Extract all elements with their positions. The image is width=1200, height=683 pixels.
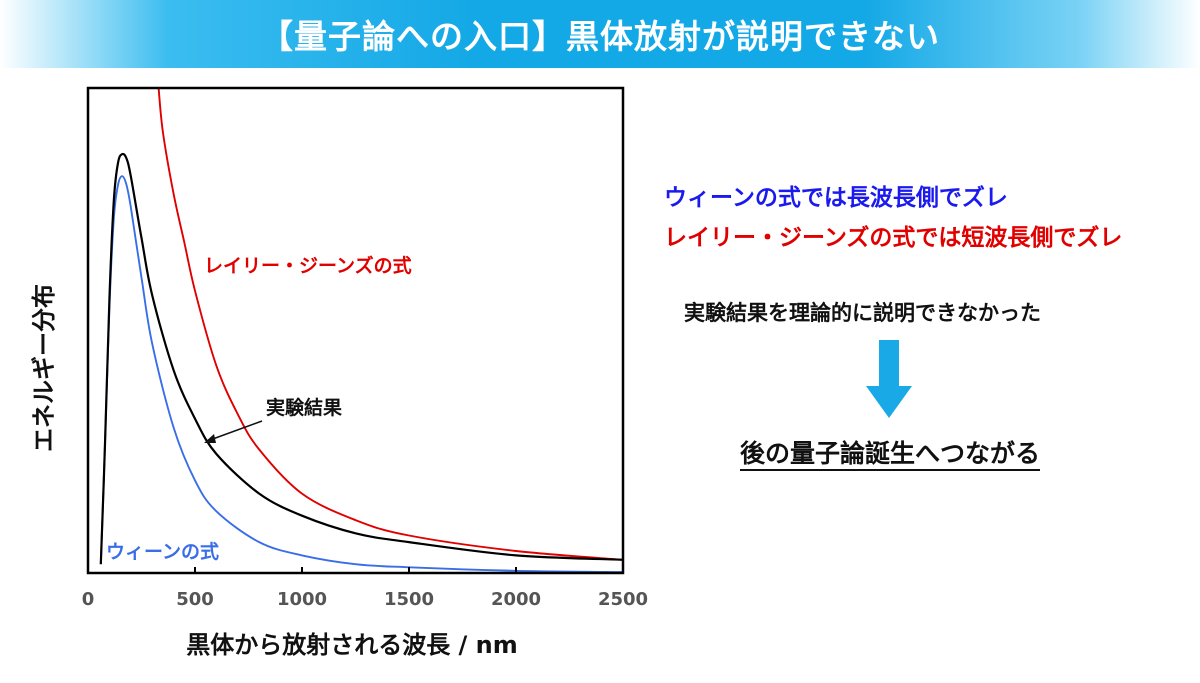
x-tick-label: 2000	[491, 589, 541, 610]
x-tick-label: 1500	[384, 589, 434, 610]
series-line-experiment	[99, 152, 623, 565]
series-line-rayleigh-jeans	[157, 88, 623, 561]
blackbody-chart: 0 500 1000 1500 2000 2500 黒体から放射される波長 / nm エネ…	[30, 86, 648, 659]
x-axis-label: 黒体から放射される波長 / nm	[186, 631, 518, 659]
plot-frame	[86, 86, 625, 575]
y-axis-label: エネルギー分布	[30, 284, 58, 452]
x-axis-tick-labels: 0 500 1000 1500 2000 2500	[82, 589, 648, 610]
series-line-wien	[99, 175, 623, 573]
x-tick-label: 0	[82, 589, 95, 610]
wien-deviation-note: ウィーンの式では長波長側でズレ	[664, 185, 1008, 211]
x-tick-label: 500	[176, 589, 214, 610]
experiment-annotation-arrow	[204, 420, 263, 443]
x-tick-label: 2500	[598, 589, 648, 610]
page-title: 【量子論への入口】黒体放射が説明できない	[260, 17, 940, 56]
rayleigh-jeans-label: レイリー・ジーンズの式	[204, 254, 412, 277]
x-tick-label: 1000	[277, 589, 327, 610]
title-banner: 【量子論への入口】黒体放射が説明できない	[0, 0, 1200, 68]
wien-label: ウィーンの式	[106, 540, 219, 563]
experiment-unexplained-note: 実験結果を理論的に説明できなかった	[684, 301, 1041, 325]
quantum-conclusion-note: 後の量子論誕生へつながる	[740, 439, 1041, 468]
down-arrow-icon	[866, 340, 912, 418]
experiment-label: 実験結果	[266, 396, 342, 419]
plot-curves	[99, 88, 623, 573]
rayleigh-jeans-deviation-note: レイリー・ジーンズの式では短波長側でズレ	[664, 225, 1123, 251]
x-axis-ticks	[194, 567, 517, 573]
